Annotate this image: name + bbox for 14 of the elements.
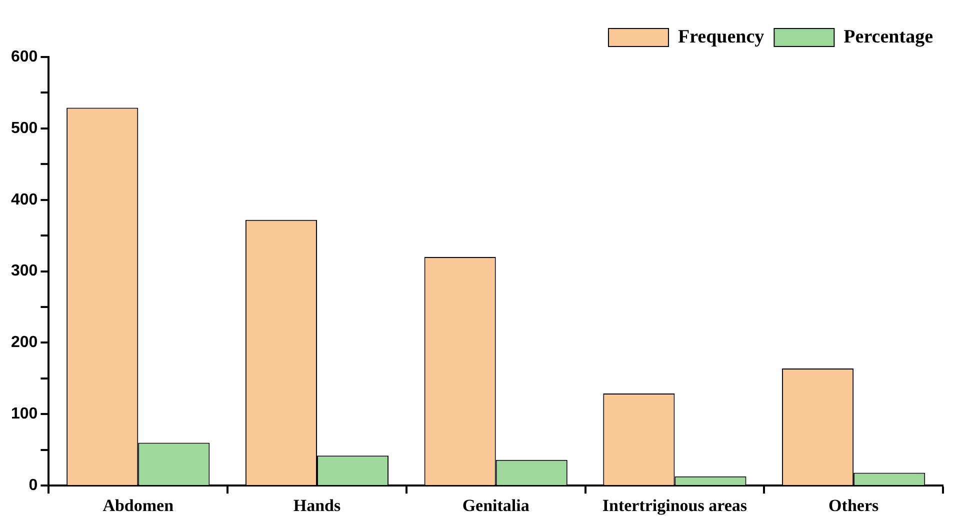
- y-tick-label: 400: [10, 191, 38, 208]
- y-tick-label: 300: [10, 262, 38, 280]
- y-tick-label: 500: [10, 120, 38, 137]
- x-tick-label: Intertriginous areas: [602, 496, 748, 516]
- y-tick-label: 0: [28, 477, 38, 494]
- x-tick-label: Others: [828, 496, 879, 516]
- y-tick-label: 100: [10, 406, 38, 423]
- y-tick-label: 600: [10, 48, 38, 66]
- x-tick-label: Genitalia: [462, 496, 530, 516]
- legend-label: Frequency: [678, 26, 765, 48]
- legend-label: Percentage: [844, 26, 934, 48]
- x-tick-label: Abdomen: [102, 496, 174, 516]
- x-tick-label: Hands: [293, 496, 341, 516]
- y-tick-label: 200: [10, 334, 38, 352]
